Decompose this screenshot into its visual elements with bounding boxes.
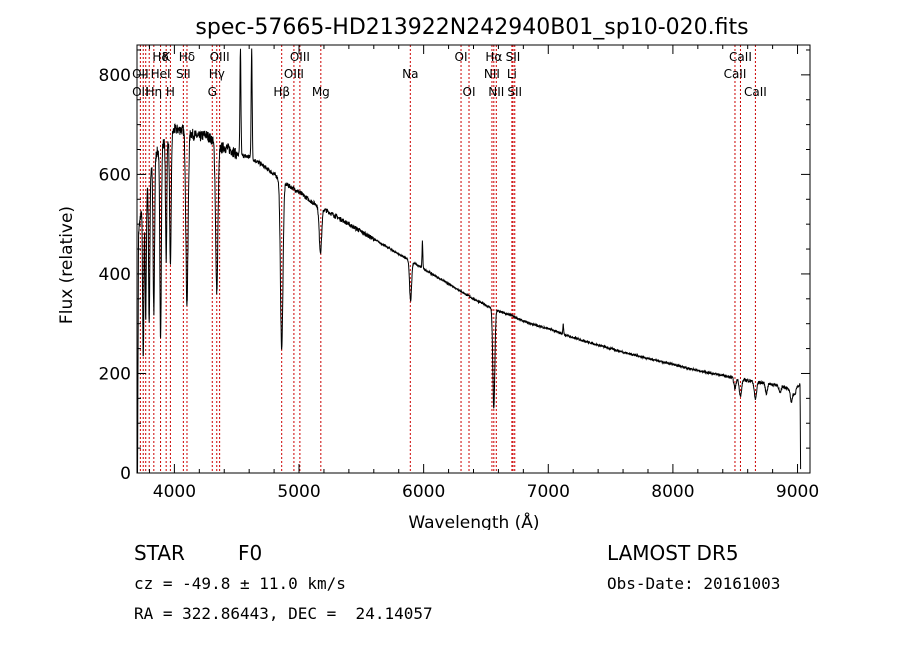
- y-tick-label-1: 200: [99, 364, 131, 384]
- line-label-10: HeI: [151, 67, 171, 81]
- line-label-2: Hδ: [179, 50, 195, 64]
- y-axis-label: Flux (relative): [57, 206, 77, 324]
- spectrum-line: [137, 48, 802, 474]
- y-tick-label-3: 600: [99, 165, 131, 185]
- spectral-marker-lines: [139, 45, 756, 473]
- line-label-14: Na: [402, 67, 418, 81]
- line-label-15: NII: [484, 67, 500, 81]
- plot-frame: [136, 44, 811, 474]
- x-tick-label-1: 5000: [277, 482, 320, 502]
- line-label-27: CaII: [744, 85, 767, 99]
- line-label-20: H: [166, 85, 175, 99]
- y-tick-label-0: 0: [120, 464, 131, 484]
- x-axis-label: Wavelength (Å): [408, 511, 539, 530]
- x-tick-label-5: 9000: [776, 482, 819, 502]
- object-subclass: F0: [238, 541, 263, 565]
- line-label-23: Mg: [312, 85, 330, 99]
- line-label-7: SII: [506, 50, 521, 64]
- survey-name: LAMOST DR5: [607, 541, 739, 565]
- chart-title: spec-57665-HD213922N242940B01_sp10-020.f…: [195, 15, 748, 40]
- y-axis-ticks: 0 200 400 600 800: [99, 49, 810, 484]
- obs-date: Obs-Date: 20161003: [607, 574, 781, 593]
- line-label-8: CaII: [729, 50, 752, 64]
- line-label-24: OI: [463, 85, 476, 99]
- line-label-5: OI: [455, 50, 468, 64]
- cz-value: cz = -49.8 ± 11.0 km/s: [134, 574, 346, 593]
- line-label-18: OII: [132, 85, 149, 99]
- line-label-1: K: [162, 50, 171, 64]
- line-label-3: OIII: [210, 50, 230, 64]
- line-label-16: Li: [507, 67, 517, 81]
- spectrum-chart: spec-57665-HD213922N242940B01_sp10-020.f…: [57, 15, 819, 530]
- line-label-13: OIII: [284, 67, 304, 81]
- y-tick-label-2: 400: [99, 265, 131, 285]
- x-axis-ticks: 4000 5000 6000 7000 8000 9000: [148, 45, 819, 502]
- line-label-21: G: [208, 85, 217, 99]
- line-label-6: Hα: [485, 50, 502, 64]
- x-tick-label-0: 4000: [153, 482, 196, 502]
- line-label-22: Hβ: [273, 85, 290, 99]
- line-label-19: Hη: [146, 85, 163, 99]
- object-class: STAR: [134, 541, 185, 565]
- line-label-0: Hδ: [152, 50, 168, 64]
- line-label-25: NII: [488, 85, 504, 99]
- x-tick-label-3: 7000: [527, 482, 570, 502]
- line-label-4: OIII: [290, 50, 310, 64]
- x-tick-label-4: 8000: [651, 482, 694, 502]
- x-tick-label-2: 6000: [402, 482, 445, 502]
- ra-dec: RA = 322.86443, DEC = 24.14057: [134, 604, 433, 623]
- y-tick-label-4: 800: [99, 66, 131, 86]
- line-label-9: OII: [132, 67, 149, 81]
- line-label-11: SII: [176, 67, 191, 81]
- line-label-26: SII: [507, 85, 522, 99]
- line-label-12: Hγ: [209, 67, 225, 81]
- line-label-17: CaII: [724, 67, 747, 81]
